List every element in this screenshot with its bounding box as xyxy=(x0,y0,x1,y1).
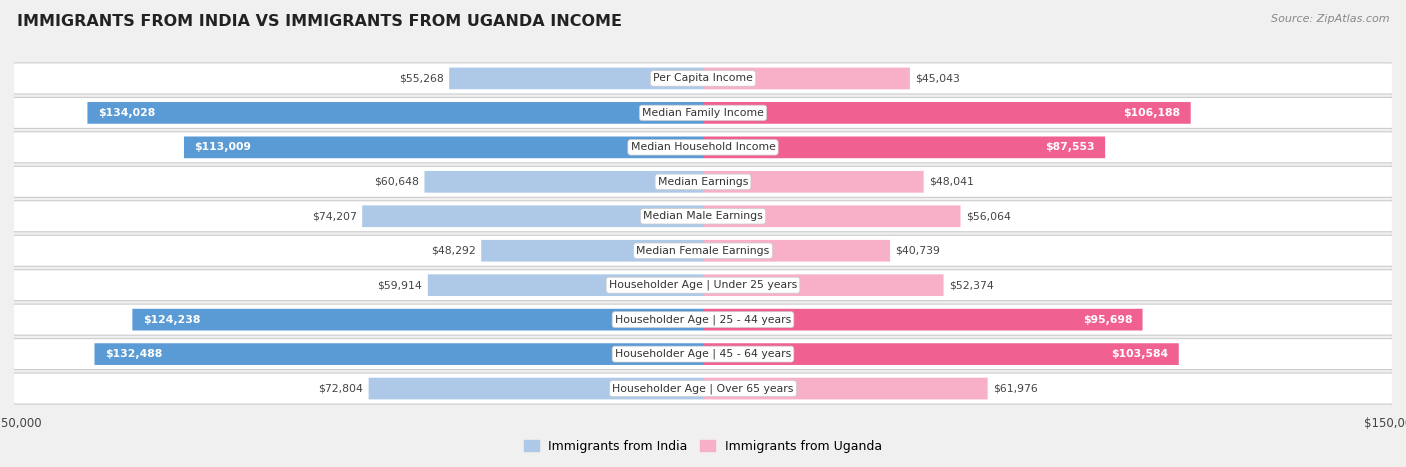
FancyBboxPatch shape xyxy=(14,98,1392,127)
Text: $40,739: $40,739 xyxy=(896,246,941,256)
Text: $74,207: $74,207 xyxy=(312,211,357,221)
Text: $113,009: $113,009 xyxy=(194,142,252,152)
FancyBboxPatch shape xyxy=(703,68,910,89)
Text: Median Female Earnings: Median Female Earnings xyxy=(637,246,769,256)
FancyBboxPatch shape xyxy=(449,68,703,89)
FancyBboxPatch shape xyxy=(703,240,890,262)
FancyBboxPatch shape xyxy=(14,63,1392,94)
FancyBboxPatch shape xyxy=(368,378,703,399)
Text: IMMIGRANTS FROM INDIA VS IMMIGRANTS FROM UGANDA INCOME: IMMIGRANTS FROM INDIA VS IMMIGRANTS FROM… xyxy=(17,14,621,29)
FancyBboxPatch shape xyxy=(703,171,924,193)
FancyBboxPatch shape xyxy=(14,270,1392,300)
FancyBboxPatch shape xyxy=(14,304,1392,335)
FancyBboxPatch shape xyxy=(14,339,1392,369)
FancyBboxPatch shape xyxy=(14,201,1392,232)
Text: $61,976: $61,976 xyxy=(993,383,1038,394)
FancyBboxPatch shape xyxy=(703,343,1178,365)
Text: Median Male Earnings: Median Male Earnings xyxy=(643,211,763,221)
Text: $48,041: $48,041 xyxy=(929,177,974,187)
FancyBboxPatch shape xyxy=(14,201,1392,231)
FancyBboxPatch shape xyxy=(14,340,1392,369)
Text: $48,292: $48,292 xyxy=(430,246,475,256)
Text: $55,268: $55,268 xyxy=(399,73,444,84)
Text: $56,064: $56,064 xyxy=(966,211,1011,221)
FancyBboxPatch shape xyxy=(703,102,1191,124)
Text: $134,028: $134,028 xyxy=(98,108,155,118)
FancyBboxPatch shape xyxy=(14,235,1392,266)
Text: Source: ZipAtlas.com: Source: ZipAtlas.com xyxy=(1271,14,1389,24)
Text: Householder Age | Over 65 years: Householder Age | Over 65 years xyxy=(612,383,794,394)
Text: $72,804: $72,804 xyxy=(318,383,363,394)
Text: $124,238: $124,238 xyxy=(143,315,200,325)
FancyBboxPatch shape xyxy=(14,373,1392,404)
Text: $132,488: $132,488 xyxy=(105,349,162,359)
Text: Householder Age | 25 - 44 years: Householder Age | 25 - 44 years xyxy=(614,314,792,325)
FancyBboxPatch shape xyxy=(14,64,1392,93)
FancyBboxPatch shape xyxy=(132,309,703,331)
FancyBboxPatch shape xyxy=(14,98,1392,128)
FancyBboxPatch shape xyxy=(14,374,1392,403)
FancyBboxPatch shape xyxy=(481,240,703,262)
FancyBboxPatch shape xyxy=(703,136,1105,158)
Text: Median Household Income: Median Household Income xyxy=(630,142,776,152)
Text: $45,043: $45,043 xyxy=(915,73,960,84)
Text: $52,374: $52,374 xyxy=(949,280,994,290)
FancyBboxPatch shape xyxy=(14,133,1392,162)
FancyBboxPatch shape xyxy=(184,136,703,158)
FancyBboxPatch shape xyxy=(427,274,703,296)
Text: $95,698: $95,698 xyxy=(1083,315,1132,325)
Text: Median Family Income: Median Family Income xyxy=(643,108,763,118)
FancyBboxPatch shape xyxy=(14,305,1392,334)
FancyBboxPatch shape xyxy=(14,236,1392,266)
FancyBboxPatch shape xyxy=(703,205,960,227)
FancyBboxPatch shape xyxy=(703,378,987,399)
FancyBboxPatch shape xyxy=(14,269,1392,301)
Text: Householder Age | 45 - 64 years: Householder Age | 45 - 64 years xyxy=(614,349,792,359)
FancyBboxPatch shape xyxy=(14,166,1392,198)
Text: Per Capita Income: Per Capita Income xyxy=(652,73,754,84)
FancyBboxPatch shape xyxy=(363,205,703,227)
FancyBboxPatch shape xyxy=(94,343,703,365)
Text: $106,188: $106,188 xyxy=(1123,108,1181,118)
FancyBboxPatch shape xyxy=(14,132,1392,163)
Text: $103,584: $103,584 xyxy=(1111,349,1168,359)
Text: $60,648: $60,648 xyxy=(374,177,419,187)
FancyBboxPatch shape xyxy=(425,171,703,193)
FancyBboxPatch shape xyxy=(87,102,703,124)
FancyBboxPatch shape xyxy=(703,309,1143,331)
FancyBboxPatch shape xyxy=(703,274,943,296)
Text: $87,553: $87,553 xyxy=(1045,142,1095,152)
Text: $59,914: $59,914 xyxy=(378,280,422,290)
Text: Householder Age | Under 25 years: Householder Age | Under 25 years xyxy=(609,280,797,290)
FancyBboxPatch shape xyxy=(14,167,1392,197)
Legend: Immigrants from India, Immigrants from Uganda: Immigrants from India, Immigrants from U… xyxy=(519,435,887,458)
Text: Median Earnings: Median Earnings xyxy=(658,177,748,187)
